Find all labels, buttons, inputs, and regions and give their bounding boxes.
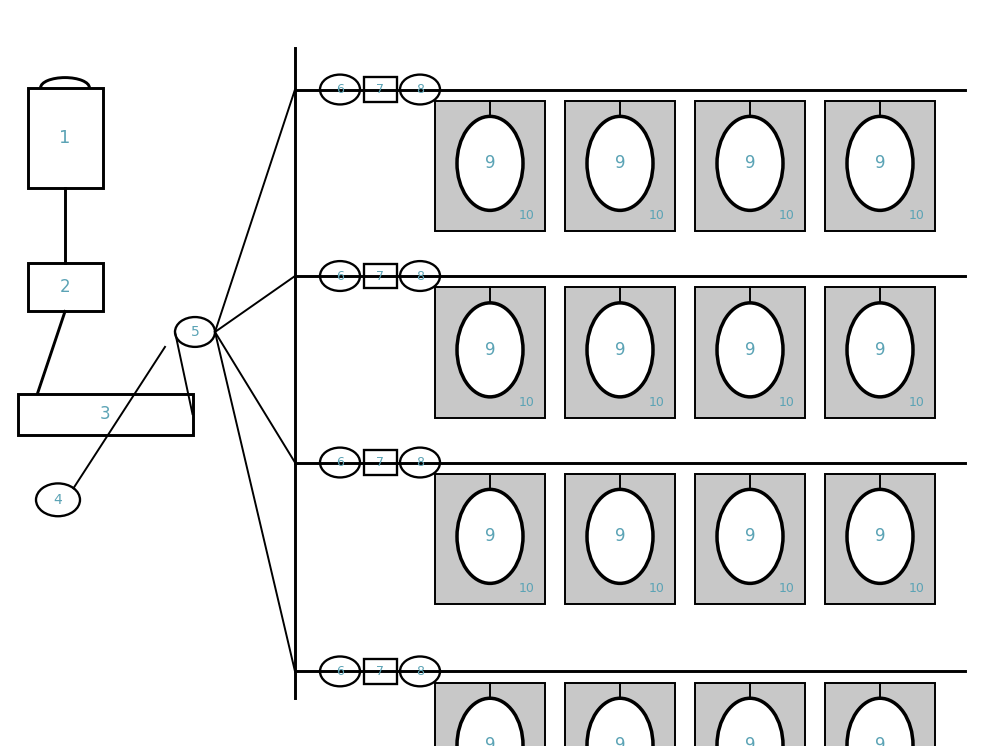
Text: 9: 9 [875,736,885,746]
Bar [825,683,935,746]
Text: 10: 10 [518,582,534,595]
Bar [435,287,545,418]
Text: 10: 10 [648,582,664,595]
Text: 8: 8 [416,665,424,678]
Text: 7: 7 [376,665,384,678]
Text: 10: 10 [778,395,794,409]
Text: 9: 9 [745,154,755,172]
Text: 10: 10 [518,395,534,409]
Text: 6: 6 [336,665,344,678]
Text: 1: 1 [59,129,71,147]
Text: 9: 9 [485,736,495,746]
Bar [435,101,545,231]
Ellipse shape [847,303,913,397]
Bar [435,683,545,746]
Text: 9: 9 [615,736,625,746]
Bar [825,101,935,231]
Bar [364,659,396,683]
Bar [364,451,396,475]
Text: 10: 10 [518,209,534,222]
Bar [364,263,396,288]
Text: 5: 5 [191,325,199,339]
Ellipse shape [847,116,913,210]
Bar [695,287,805,418]
Text: 9: 9 [875,527,885,545]
Bar [565,287,675,418]
Bar [435,474,545,604]
Ellipse shape [457,303,523,397]
Text: 10: 10 [648,209,664,222]
Ellipse shape [587,489,653,583]
Ellipse shape [587,303,653,397]
Text: 8: 8 [416,456,424,469]
Bar [28,263,103,312]
Bar [695,474,805,604]
Bar [565,683,675,746]
Text: 9: 9 [485,154,495,172]
Text: 2: 2 [60,278,70,296]
Text: 10: 10 [908,209,924,222]
Ellipse shape [717,489,783,583]
Bar [364,77,396,101]
Text: 7: 7 [376,269,384,283]
Text: 9: 9 [615,154,625,172]
Bar [825,287,935,418]
Bar [695,683,805,746]
Bar [28,87,103,188]
Text: 10: 10 [778,582,794,595]
Bar [18,394,192,434]
Bar [695,101,805,231]
Text: 9: 9 [615,527,625,545]
Text: 6: 6 [336,456,344,469]
Text: 9: 9 [485,527,495,545]
Text: 9: 9 [875,341,885,359]
Text: 9: 9 [745,736,755,746]
Text: 8: 8 [416,269,424,283]
Bar [565,474,675,604]
Ellipse shape [847,698,913,746]
Text: 6: 6 [336,269,344,283]
Ellipse shape [457,698,523,746]
Text: 6: 6 [336,83,344,96]
Text: 10: 10 [648,395,664,409]
Text: 10: 10 [908,582,924,595]
Text: 9: 9 [745,341,755,359]
Text: 7: 7 [376,83,384,96]
Text: 9: 9 [615,341,625,359]
Bar [825,474,935,604]
Bar [565,101,675,231]
Text: 10: 10 [778,209,794,222]
Ellipse shape [717,116,783,210]
Text: 9: 9 [875,154,885,172]
Ellipse shape [457,489,523,583]
Text: 9: 9 [485,341,495,359]
Text: 3: 3 [100,405,110,423]
Text: 7: 7 [376,456,384,469]
Text: 9: 9 [745,527,755,545]
Ellipse shape [847,489,913,583]
Text: 8: 8 [416,83,424,96]
Text: 10: 10 [908,395,924,409]
Ellipse shape [587,116,653,210]
Ellipse shape [717,698,783,746]
Text: 4: 4 [54,493,62,507]
Ellipse shape [587,698,653,746]
Ellipse shape [717,303,783,397]
Ellipse shape [457,116,523,210]
